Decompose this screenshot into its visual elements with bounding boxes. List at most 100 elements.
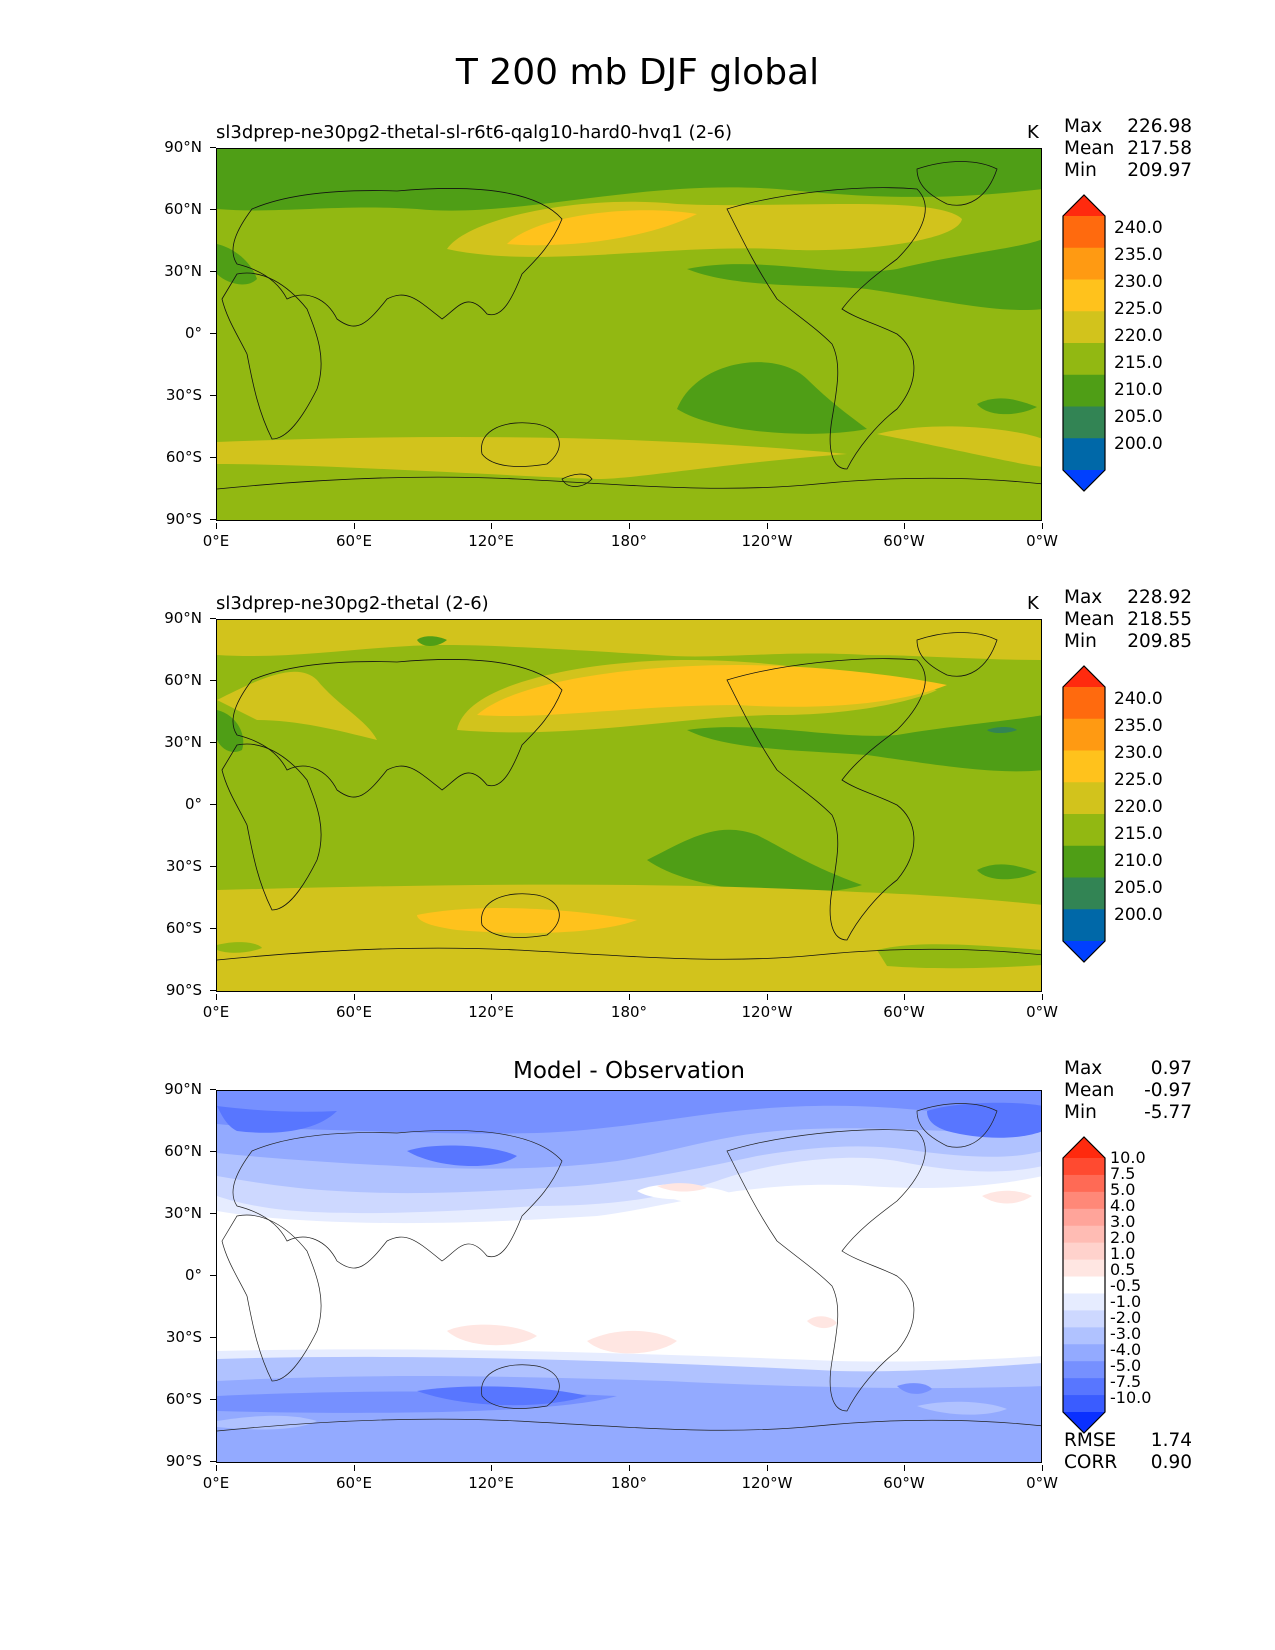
colorbar-swatch [1063, 750, 1105, 783]
lat-tick: 30°S [132, 857, 216, 875]
colorbar-swatch [1063, 718, 1105, 751]
map-plot [216, 148, 1042, 521]
colorbar-label: 220.0 [1114, 797, 1163, 817]
lat-tick: 30°N [132, 262, 216, 280]
lon-tick: 0°W [1002, 1465, 1082, 1492]
colorbar-swatch [1063, 814, 1105, 847]
colorbar-label: -7.5 [1110, 1372, 1142, 1391]
map-plot [216, 619, 1042, 992]
colorbar-label: -1.0 [1110, 1292, 1142, 1311]
lat-tick: 60°N [132, 671, 216, 689]
colorbar-label: -4.0 [1110, 1340, 1142, 1359]
colorbar-swatch [1063, 845, 1105, 878]
colorbar-label: 240.0 [1114, 689, 1163, 709]
panel-title: sl3dprep-ne30pg2-thetal-sl-r6t6-qalg10-h… [216, 122, 733, 143]
lon-tick: 0°W [1002, 994, 1082, 1021]
lon-tick: 120°E [451, 523, 531, 550]
metric-value: 0.90 [1150, 1452, 1192, 1473]
stats-block: Max 226.98 Mean 217.58 Min 209.97 [1064, 116, 1192, 182]
lon-tick: 60°W [864, 1465, 944, 1492]
stat-label: Mean [1064, 1080, 1115, 1101]
colorbar-label: 200.0 [1114, 434, 1163, 454]
colorbar-label: 205.0 [1114, 407, 1163, 427]
colorbar [1062, 665, 1106, 963]
colorbar-extend-max [1063, 666, 1105, 687]
colorbar-label: 230.0 [1114, 743, 1163, 763]
colorbar-label: 200.0 [1114, 905, 1163, 925]
colorbar-label: 2.0 [1110, 1228, 1136, 1247]
colorbar-label: 235.0 [1114, 245, 1163, 265]
stat-value: -0.97 [1144, 1080, 1192, 1101]
stat-label: Min [1064, 1102, 1097, 1123]
units-label: K [1027, 122, 1039, 143]
colorbar-swatch [1063, 1361, 1105, 1379]
colorbar-label: 1.0 [1110, 1244, 1136, 1263]
colorbar-swatch [1063, 1208, 1105, 1227]
lon-tick: 180° [589, 523, 669, 550]
colorbar-label: 210.0 [1114, 851, 1163, 871]
stat-label: Max [1064, 116, 1103, 137]
stat-label: Max [1064, 587, 1103, 608]
lat-tick: 90°S [132, 510, 216, 528]
colorbar-label: -5.0 [1110, 1356, 1142, 1375]
stat-label: Max [1064, 1058, 1103, 1079]
colorbar-label: 220.0 [1114, 326, 1163, 346]
lat-tick: 90°N [132, 138, 216, 156]
lon-tick: 0°W [1002, 523, 1082, 550]
colorbar [1062, 194, 1106, 492]
colorbar-swatch [1063, 1225, 1105, 1244]
stat-value: 209.97 [1127, 160, 1192, 181]
stat-value: 0.97 [1150, 1058, 1192, 1079]
colorbar-label: 240.0 [1114, 218, 1163, 238]
metric-label: RMSE [1064, 1430, 1117, 1451]
colorbar-label: -3.0 [1110, 1324, 1142, 1343]
colorbar-label: 225.0 [1114, 770, 1163, 790]
units-label: K [1027, 593, 1039, 614]
panel-title: Model - Observation [512, 1058, 746, 1084]
stat-label: Min [1064, 631, 1097, 652]
colorbar-label: 215.0 [1114, 353, 1163, 373]
colorbar-swatch [1063, 1378, 1105, 1396]
lat-tick: 0° [132, 324, 216, 342]
colorbar-extend-max [1063, 195, 1105, 216]
stat-label: Mean [1064, 609, 1115, 630]
colorbar-swatch [1063, 216, 1105, 249]
metric-value: 1.74 [1150, 1430, 1192, 1451]
stats-block: Max 0.97 Mean -0.97 Min -5.77 [1064, 1058, 1192, 1124]
lat-tick: 60°S [132, 1390, 216, 1408]
metrics-block: RMSE 1.74 CORR 0.90 [1064, 1430, 1192, 1474]
lon-tick: 60°W [864, 523, 944, 550]
lat-tick: 90°S [132, 1452, 216, 1470]
stats-block: Max 228.92 Mean 218.55 Min 209.85 [1064, 587, 1192, 653]
lon-tick: 0°E [176, 523, 256, 550]
colorbar-swatch [1063, 1293, 1105, 1311]
colorbar-extend-min [1063, 941, 1105, 962]
colorbar-swatch [1063, 687, 1105, 720]
colorbar-label: 225.0 [1114, 299, 1163, 319]
lat-tick: 30°S [132, 386, 216, 404]
lat-tick: 90°S [132, 981, 216, 999]
colorbar-swatch [1063, 1242, 1105, 1261]
colorbar-swatch [1063, 1327, 1105, 1345]
colorbar-swatch [1063, 1158, 1105, 1176]
lon-tick: 0°E [176, 1465, 256, 1492]
figure-title: T 200 mb DJF global [455, 52, 820, 93]
colorbar-extend-min [1063, 1412, 1105, 1433]
colorbar-swatch [1063, 406, 1105, 439]
colorbar-swatch [1063, 343, 1105, 376]
colorbar-label: 3.0 [1110, 1212, 1136, 1231]
colorbar-label: 10.0 [1110, 1148, 1146, 1167]
lon-tick: 60°W [864, 994, 944, 1021]
lon-tick: 120°W [727, 994, 807, 1021]
lat-tick: 60°S [132, 448, 216, 466]
stat-value: 218.55 [1127, 609, 1192, 630]
lon-tick: 60°E [314, 523, 394, 550]
colorbar-label: -10.0 [1110, 1388, 1152, 1407]
colorbar-label: 205.0 [1114, 878, 1163, 898]
colorbar-label: -0.5 [1110, 1276, 1142, 1295]
colorbar-swatch [1063, 1276, 1105, 1294]
panel-title: sl3dprep-ne30pg2-thetal (2-6) [216, 593, 489, 614]
stat-label: Mean [1064, 138, 1115, 159]
lat-tick: 30°N [132, 1204, 216, 1222]
stat-value: 217.58 [1127, 138, 1192, 159]
